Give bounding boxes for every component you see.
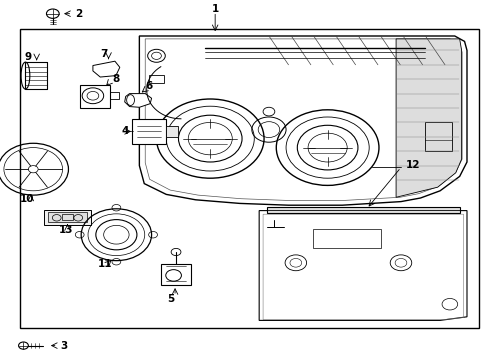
Text: 12: 12	[405, 160, 420, 170]
Polygon shape	[395, 39, 461, 197]
Bar	[312, 229, 381, 248]
Bar	[161, 264, 190, 285]
Bar	[20, 29, 478, 328]
Text: 5: 5	[167, 294, 174, 304]
Text: 4: 4	[121, 126, 128, 136]
Text: 6: 6	[145, 81, 152, 91]
Text: 8: 8	[113, 74, 120, 84]
Text: 9: 9	[24, 52, 31, 62]
Bar	[61, 214, 73, 220]
Text: 2: 2	[76, 9, 82, 19]
Bar	[166, 126, 178, 137]
Text: 10: 10	[20, 194, 34, 204]
Bar	[80, 85, 110, 108]
Polygon shape	[259, 211, 466, 320]
Bar	[110, 92, 119, 99]
Bar	[266, 207, 459, 213]
Text: 13: 13	[59, 225, 73, 235]
Bar	[132, 119, 166, 144]
Text: 11: 11	[98, 258, 112, 269]
Polygon shape	[139, 36, 466, 205]
Text: 7: 7	[100, 49, 108, 59]
Bar	[48, 212, 87, 222]
Polygon shape	[93, 61, 120, 77]
Text: 1: 1	[211, 4, 218, 14]
Bar	[149, 75, 163, 83]
Polygon shape	[124, 94, 151, 107]
Bar	[25, 62, 47, 89]
Text: 3: 3	[60, 341, 67, 351]
Bar	[425, 122, 451, 151]
Bar	[44, 210, 91, 225]
